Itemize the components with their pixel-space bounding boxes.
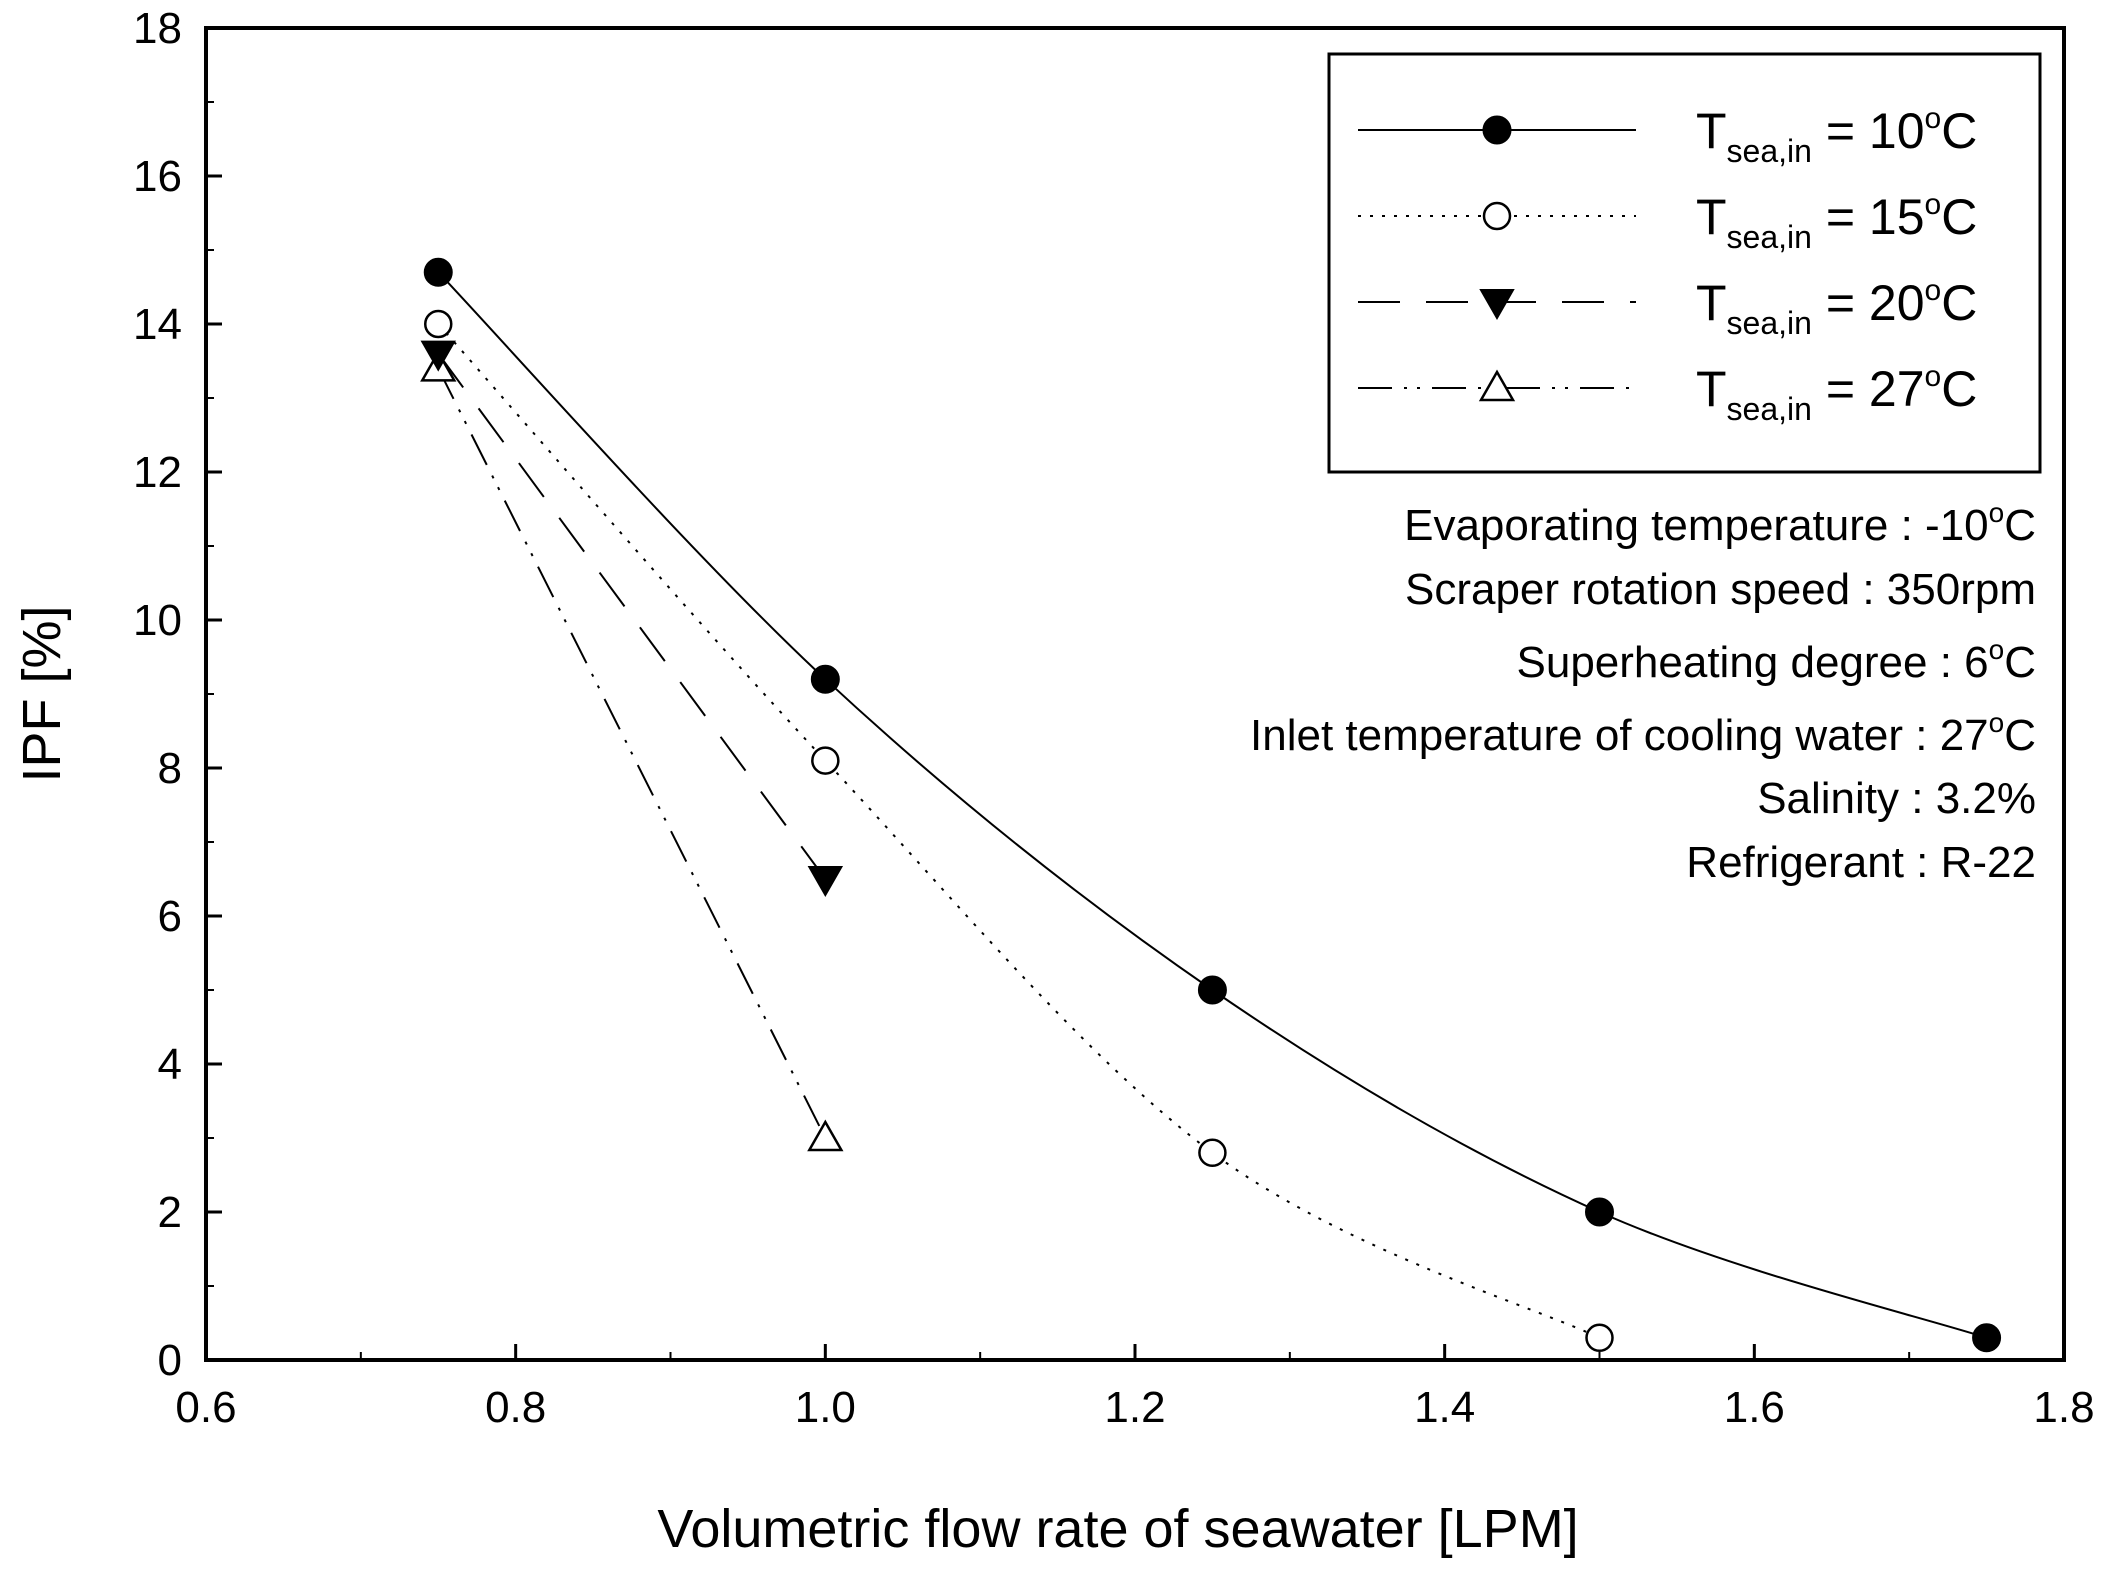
annotation-line-3: Inlet temperature of cooling water : 27o…: [1250, 707, 2036, 760]
series-1-point-2: [1198, 1138, 1227, 1168]
series-1-point-1: [811, 746, 840, 775]
series-1-point-3: [1585, 1323, 1614, 1353]
series-3-line: [437, 367, 827, 1139]
x-tick-label-6: 1.8: [2033, 1383, 2094, 1432]
series-0-line: [437, 271, 1987, 1339]
legend-label-2: Tsea,in = 20oC: [1696, 274, 1977, 341]
series-0-point-4: [1972, 1323, 2002, 1353]
x-axis-title: Volumetric flow rate of seawater [LPM]: [657, 1499, 1578, 1559]
y-tick-label-9: 18: [133, 4, 182, 53]
legend-label-3: Tsea,in = 27oC: [1696, 360, 1977, 427]
x-tick-label-5: 1.6: [1724, 1383, 1785, 1432]
series-lines: [437, 271, 1987, 1339]
y-tick-label-2: 4: [158, 1040, 182, 1089]
legend-marker-0: [1482, 115, 1512, 145]
series-2-point-1: [807, 866, 844, 898]
legend-label-0: Tsea,in = 10oC: [1696, 102, 1977, 169]
x-tick-label-3: 1.2: [1104, 1383, 1165, 1432]
series-1-point-0: [424, 309, 453, 339]
y-tick-label-7: 14: [133, 300, 182, 349]
series-1-line: [437, 323, 1600, 1339]
series-0-point-3: [1585, 1197, 1614, 1227]
conditions-annotation: Evaporating temperature : -10oC Scraper r…: [1250, 497, 2036, 887]
series-0-point-0: [423, 257, 453, 287]
annotation-line-0: Evaporating temperature : -10oC: [1404, 497, 2036, 550]
y-tick-label-8: 16: [133, 152, 182, 201]
legend-marker-2: [1479, 289, 1515, 321]
x-tick-label-1: 0.8: [485, 1383, 546, 1432]
legend-label-1: Tsea,in = 15oC: [1696, 188, 1977, 255]
series-2-point-0: [420, 340, 456, 372]
x-tick-label-4: 1.4: [1414, 1383, 1475, 1432]
y-tick-label-3: 6: [158, 892, 182, 941]
legend-box: [1327, 52, 2042, 474]
series-0-point-2: [1197, 975, 1227, 1005]
y-tick-label-6: 12: [133, 448, 182, 497]
series-markers: [420, 257, 2002, 1353]
annotation-line-1: Scraper rotation speed : 350rpm: [1405, 565, 2036, 614]
y-tick-label-5: 10: [133, 596, 182, 645]
legend-marker-1: [1482, 201, 1512, 231]
series-3-point-1: [807, 1119, 844, 1152]
x-tick-label-0: 0.6: [175, 1383, 236, 1432]
annotation-line-4: Salinity : 3.2%: [1757, 774, 2036, 823]
series-2-line: [437, 353, 827, 880]
axis-ticks: 0.6 0.8 1.0 1.2 1.4 1.6 1.8 0 2 4 6 8 10 12 14 16 18: [133, 4, 2095, 1432]
annotation-line-5: Refrigerant : R-22: [1686, 838, 2036, 887]
annotation-line-2: Superheating degree : 6oC: [1517, 634, 2037, 687]
legend: Tsea,in = 10oC Tsea,in = 15oC Tsea,in = 20…: [1358, 102, 1977, 427]
x-tick-label-2: 1.0: [795, 1383, 856, 1432]
y-tick-label-0: 0: [158, 1336, 182, 1385]
y-tick-label-1: 2: [158, 1188, 182, 1237]
legend-marker-3: [1478, 369, 1516, 402]
series-0-point-1: [810, 664, 840, 694]
y-axis-title: IPF [%]: [12, 605, 72, 782]
y-tick-label-4: 8: [158, 744, 182, 793]
